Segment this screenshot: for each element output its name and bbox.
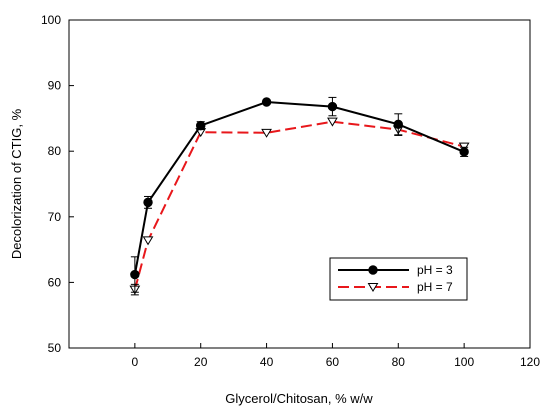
x-tick-label: 80 (392, 355, 406, 369)
legend-marker-ph7 (367, 283, 379, 292)
legend-box (329, 257, 468, 301)
x-tick-label: 120 (520, 355, 540, 369)
data-point (130, 269, 140, 280)
data-point (327, 117, 338, 127)
y-axis-label: Decolorization of CTIG, % (9, 108, 24, 259)
x-tick-label: 100 (454, 355, 474, 369)
y-tick-label: 60 (48, 275, 62, 289)
data-point (459, 147, 469, 157)
y-tick-label: 90 (48, 79, 62, 93)
legend-label-ph3: pH = 3 (417, 263, 453, 277)
x-tick-label: 40 (260, 355, 274, 369)
data-point (261, 128, 272, 138)
legend-marker-ph3 (368, 265, 378, 275)
x-tick-label: 60 (326, 355, 340, 369)
legend: pH = 3 pH = 7 (329, 257, 468, 301)
data-point (261, 97, 272, 107)
data-point (196, 120, 206, 131)
series-line (133, 100, 465, 275)
x-axis-label: Glycerol/Chitosan, % w/w (225, 391, 373, 406)
series-0 (130, 96, 469, 293)
data-point (327, 101, 338, 112)
legend-label-ph7: pH = 7 (417, 280, 453, 294)
y-tick-label: 100 (41, 13, 61, 27)
data-point (142, 236, 154, 246)
x-tick-label: 20 (194, 355, 208, 369)
data-point (393, 119, 403, 130)
y-tick-label: 50 (48, 341, 62, 355)
y-tick-label: 70 (48, 210, 62, 224)
series-layer (129, 96, 470, 296)
x-axis-ticks: 0 20 40 60 80 100 120 (132, 343, 540, 369)
x-tick-label: 0 (132, 355, 139, 369)
plot-frame (68, 19, 531, 349)
y-tick-label: 80 (48, 144, 62, 158)
y-axis-ticks: 50 60 70 80 90 100 (41, 13, 74, 355)
data-point (143, 197, 153, 208)
